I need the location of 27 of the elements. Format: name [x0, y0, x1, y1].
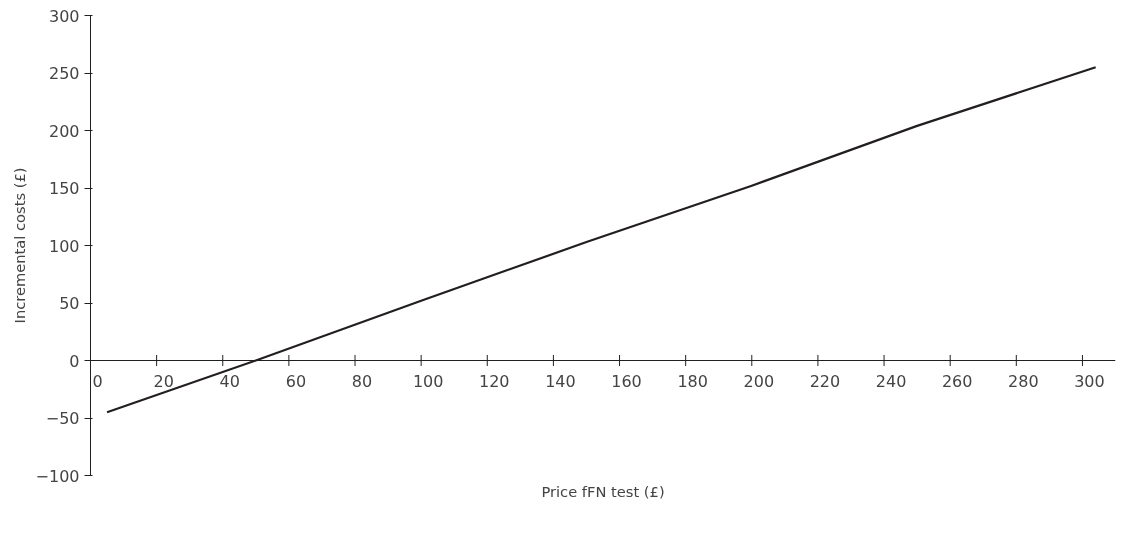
y-tick-label: 150 [48, 179, 80, 198]
x-tick-label: 260 [941, 371, 973, 391]
x-tick-label: 240 [875, 371, 907, 391]
x-tick-label: 80 [351, 371, 373, 391]
y-tick-label: 250 [48, 64, 80, 83]
x-tick-label: 40 [219, 371, 240, 391]
y-tick-label: −100 [35, 466, 80, 486]
x-tick-label: 20 [153, 371, 174, 391]
y-tick-label: −50 [45, 409, 80, 428]
x-tick-label: 200 [743, 371, 775, 391]
x-tick-label: 180 [677, 371, 708, 391]
y-tick-label: 200 [48, 121, 80, 141]
x-tick-label: 160 [611, 371, 642, 391]
x-tick-label: 120 [479, 371, 510, 391]
x-tick-label: 140 [545, 371, 576, 391]
x-tick-label: 100 [412, 371, 444, 391]
y-tick-label: 100 [48, 236, 80, 256]
x-tick-label: 220 [809, 371, 841, 391]
y-tick-label: 50 [59, 294, 80, 313]
x-tick-label: 300 [1074, 371, 1105, 391]
x-tick-label: 280 [1008, 371, 1039, 391]
y-tick-label: 300 [48, 6, 80, 26]
x-tick-label: 0 [92, 371, 103, 391]
y-tick-label: 0 [69, 351, 80, 371]
y-axis-title: Incremental costs (£) [10, 167, 28, 324]
x-axis-title: Price fFN test (£) [541, 482, 665, 500]
x-tick-label: 60 [285, 371, 307, 391]
